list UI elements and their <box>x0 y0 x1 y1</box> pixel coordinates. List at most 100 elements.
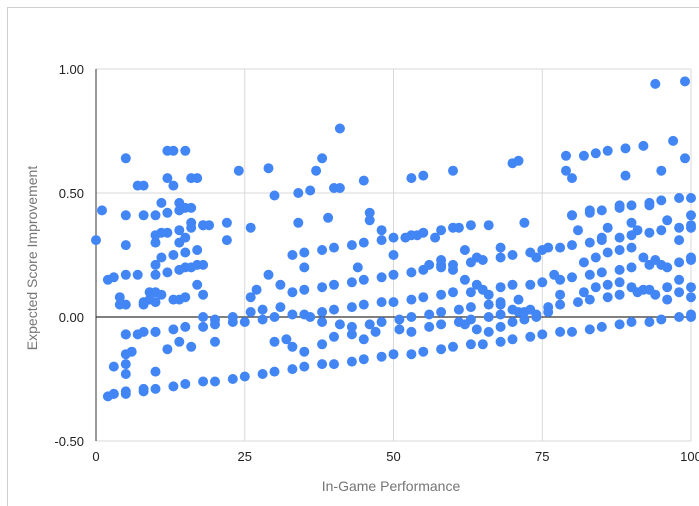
data-point <box>573 297 583 308</box>
data-point <box>686 210 696 221</box>
data-point <box>239 371 250 382</box>
data-point <box>596 205 607 216</box>
data-point <box>406 173 417 184</box>
data-point <box>358 175 369 186</box>
data-point <box>674 222 685 233</box>
data-point <box>507 317 518 327</box>
data-point <box>519 307 530 317</box>
data-point <box>210 314 220 325</box>
data-point <box>162 267 173 278</box>
data-point <box>626 317 637 327</box>
data-point <box>537 277 548 288</box>
data-point <box>186 341 197 352</box>
x-tick-label: 25 <box>238 449 252 464</box>
x-axis-title: In-Game Performance <box>322 478 461 494</box>
data-point <box>638 140 649 151</box>
data-point <box>525 331 536 342</box>
data-point <box>424 259 435 270</box>
data-point <box>656 225 667 236</box>
data-point <box>602 279 613 290</box>
data-point <box>626 282 637 293</box>
data-point <box>471 324 482 335</box>
data-point <box>210 336 220 347</box>
data-point <box>174 336 185 347</box>
data-point <box>525 279 536 290</box>
data-point <box>680 76 690 87</box>
data-point <box>567 240 577 251</box>
data-point <box>465 220 476 231</box>
data-point <box>596 235 607 246</box>
data-point <box>317 359 328 370</box>
data-point <box>150 366 161 377</box>
data-point <box>287 287 298 298</box>
data-point <box>198 220 209 231</box>
data-point <box>138 326 149 337</box>
data-point <box>97 205 107 216</box>
data-point <box>424 321 435 332</box>
data-point <box>138 383 149 394</box>
data-point <box>358 237 369 248</box>
data-point <box>317 282 328 293</box>
data-point <box>388 269 399 280</box>
data-point <box>686 309 696 320</box>
data-point <box>507 334 518 345</box>
data-point <box>174 225 185 236</box>
data-point <box>305 185 316 196</box>
data-point <box>138 299 149 310</box>
data-point <box>364 319 375 330</box>
data-point <box>620 170 631 181</box>
data-point <box>686 193 696 203</box>
data-point <box>602 145 613 156</box>
data-point <box>686 292 696 303</box>
data-point <box>346 321 357 332</box>
data-point <box>120 210 131 221</box>
data-point <box>614 319 625 330</box>
data-point <box>358 354 369 365</box>
data-point <box>168 250 179 260</box>
data-point <box>471 279 482 290</box>
data-point <box>346 302 357 313</box>
data-point <box>602 247 613 258</box>
data-point <box>448 222 458 233</box>
data-point <box>329 279 339 290</box>
data-point <box>584 294 595 305</box>
data-point <box>269 366 280 377</box>
data-point <box>436 344 447 355</box>
data-point <box>507 250 518 260</box>
data-point <box>686 220 696 231</box>
data-point <box>156 252 167 263</box>
data-point <box>495 309 506 320</box>
data-point <box>406 312 417 322</box>
data-point <box>376 235 387 246</box>
data-point <box>168 294 179 305</box>
data-point <box>317 245 328 255</box>
data-point <box>221 217 232 228</box>
data-point <box>192 279 203 290</box>
data-point <box>436 319 447 330</box>
data-point <box>198 376 209 387</box>
data-point <box>638 252 649 263</box>
data-point <box>388 297 399 308</box>
x-tick-label: 75 <box>535 449 549 464</box>
data-point <box>346 277 357 288</box>
data-point <box>221 235 232 246</box>
data-point <box>555 326 566 337</box>
data-point <box>459 319 470 330</box>
data-point <box>287 364 298 375</box>
data-point <box>198 312 209 322</box>
data-point <box>662 215 673 226</box>
data-point <box>674 274 685 285</box>
data-point <box>459 274 470 285</box>
data-point <box>477 255 488 265</box>
data-point <box>334 319 345 330</box>
data-point <box>186 202 197 213</box>
data-point <box>584 269 595 280</box>
data-point <box>674 193 685 203</box>
data-point <box>120 386 131 397</box>
data-point <box>269 312 280 322</box>
data-point <box>257 314 268 325</box>
data-point <box>174 264 185 275</box>
data-point <box>120 240 131 251</box>
data-point <box>233 165 244 176</box>
data-point <box>543 307 554 317</box>
